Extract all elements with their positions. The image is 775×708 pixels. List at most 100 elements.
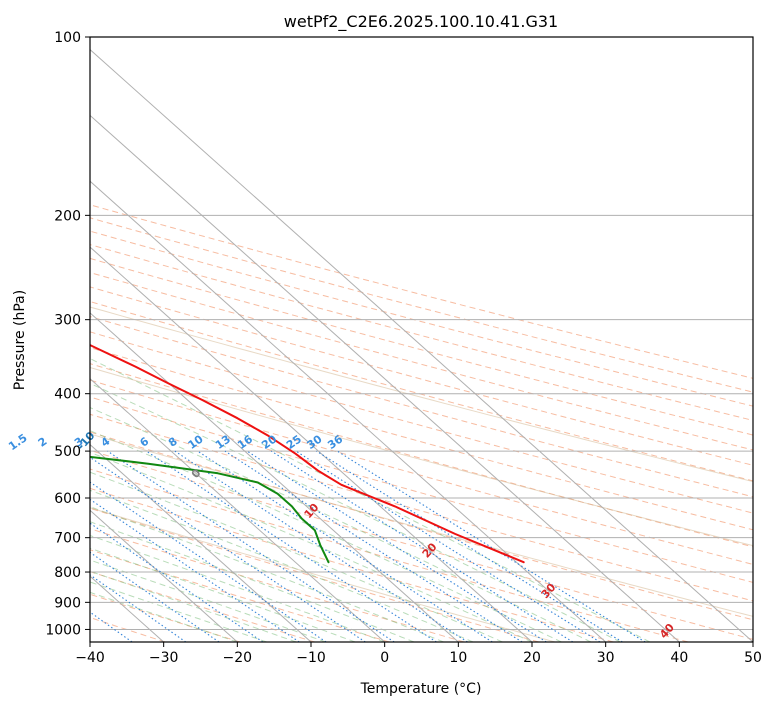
isotherm [90,509,238,642]
chart-title: wetPf2_C2E6.2025.100.10.41.G31 [284,12,558,32]
sounding-traces [90,343,525,564]
mixing-ratio-line [337,450,646,642]
moist-adiabat [90,430,562,642]
mixing-ratio-label: 36 [325,432,345,452]
x-tick-label: −30 [149,650,179,666]
y-axis-title: Pressure (hPa) [12,290,28,390]
dry-adiabat [90,431,753,621]
dry-adiabat [90,257,753,436]
moist-adiabat [90,521,415,642]
mixing-ratio-line [316,450,623,642]
mixing-ratio-line [90,481,327,642]
mixing-ratio-label: 10 [186,432,206,452]
x-tick-label: 10 [449,650,467,666]
dry-adiabat [90,571,315,642]
mixing-ratio-line [271,450,574,642]
dry-adiabat [90,379,753,565]
dry-adiabat [90,468,689,642]
moist-adiabat [90,357,651,642]
moist-adiabat [90,407,592,642]
plot-frame [89,36,754,643]
isotherm [90,378,385,642]
theta-e-curve [90,306,753,483]
moist-adiabat [90,559,326,642]
y-axis: 100 200 300 400 500 600 700 800 900 1000 [45,30,90,638]
dry-adiabat [90,347,753,531]
mixing-ratio-line [90,611,133,642]
x-tick-label: −10 [296,650,326,666]
moist-adiabat [90,451,533,642]
mixing-ratio-label: 30 [304,432,324,452]
x-tick-label: 20 [523,650,541,666]
mixing-ratio-line [146,450,437,642]
moist-adiabat [90,570,297,642]
moist-adiabat [90,547,356,642]
mixing-ratio-line [90,551,220,642]
dewpoint-trace [90,455,330,564]
mixing-ratio-label: 20 [259,432,279,452]
mixing-ratio-label: 4 [99,435,113,450]
x-axis-title: Temperature (°C) [360,681,482,697]
dry-adiabat [90,363,753,548]
dry-adiabat [90,487,614,642]
dry-adiabat [90,204,753,379]
mixing-ratio-label: 16 [235,432,255,452]
dry-adiabat [90,331,753,514]
theta-e-curve [90,433,753,617]
moist-adiabat [90,382,621,642]
moist-adiabat [90,471,503,642]
mixing-ratio-line [90,456,366,642]
y-tick-label: 800 [54,565,81,581]
x-tick-label: −20 [223,650,253,666]
dry-adiabat [90,217,753,393]
mixing-ratio-label: 8 [166,435,180,450]
temperature-trace [90,343,525,564]
isotherm [90,114,680,642]
y-tick-label: 600 [54,491,81,507]
isotherm [90,443,312,642]
theta-e-curve [90,507,556,642]
mixing-ratio-line [90,574,187,642]
y-tick-label: 900 [54,595,81,611]
x-tick-label: 0 [380,650,389,666]
dry-adiabat [90,549,390,642]
y-tick-label: 300 [54,313,81,329]
isotherm [90,312,459,642]
y-tick-label: 500 [54,444,81,460]
isotherm [90,180,606,642]
dry-adiabat [90,286,753,466]
y-tick-label: 200 [54,208,81,224]
mixing-ratio-label: 2 [36,435,50,450]
mixing-ratio-line [246,450,547,642]
y-tick-label: 1000 [45,622,81,638]
theta-e-curve [90,366,753,547]
moist-adiabat [90,506,444,642]
dry-adiabat [90,315,753,498]
dry-adiabat [90,507,539,642]
y-tick-label: 700 [54,531,81,547]
dry-adiabat [90,413,753,602]
y-tick-label: 100 [54,30,81,46]
dry-adiabat [90,528,465,642]
isotherm [90,246,533,642]
mixing-ratio-line [224,450,523,642]
moist-adiabat [90,581,267,642]
dry-adiabat [90,301,753,482]
x-tick-label: 40 [670,650,688,666]
x-tick-label: −40 [75,650,105,666]
dry-adiabat [90,244,753,421]
dry-adiabat [90,396,753,583]
x-axis: −40 −30 −20 −10 0 10 20 30 40 50 [75,642,762,666]
mixing-ratio-line [295,450,601,642]
isotherm [90,48,753,642]
x-tick-label: 50 [744,650,762,666]
mixing-ratio-label: 1.5 [6,431,29,453]
moist-adiabat [90,591,238,642]
background-lines [90,37,753,642]
dry-adiabat [90,230,753,407]
mixing-ratio-line [197,450,493,642]
dry-adiabat [90,271,753,451]
x-tick-label: 30 [597,650,615,666]
y-tick-label: 400 [54,387,81,403]
